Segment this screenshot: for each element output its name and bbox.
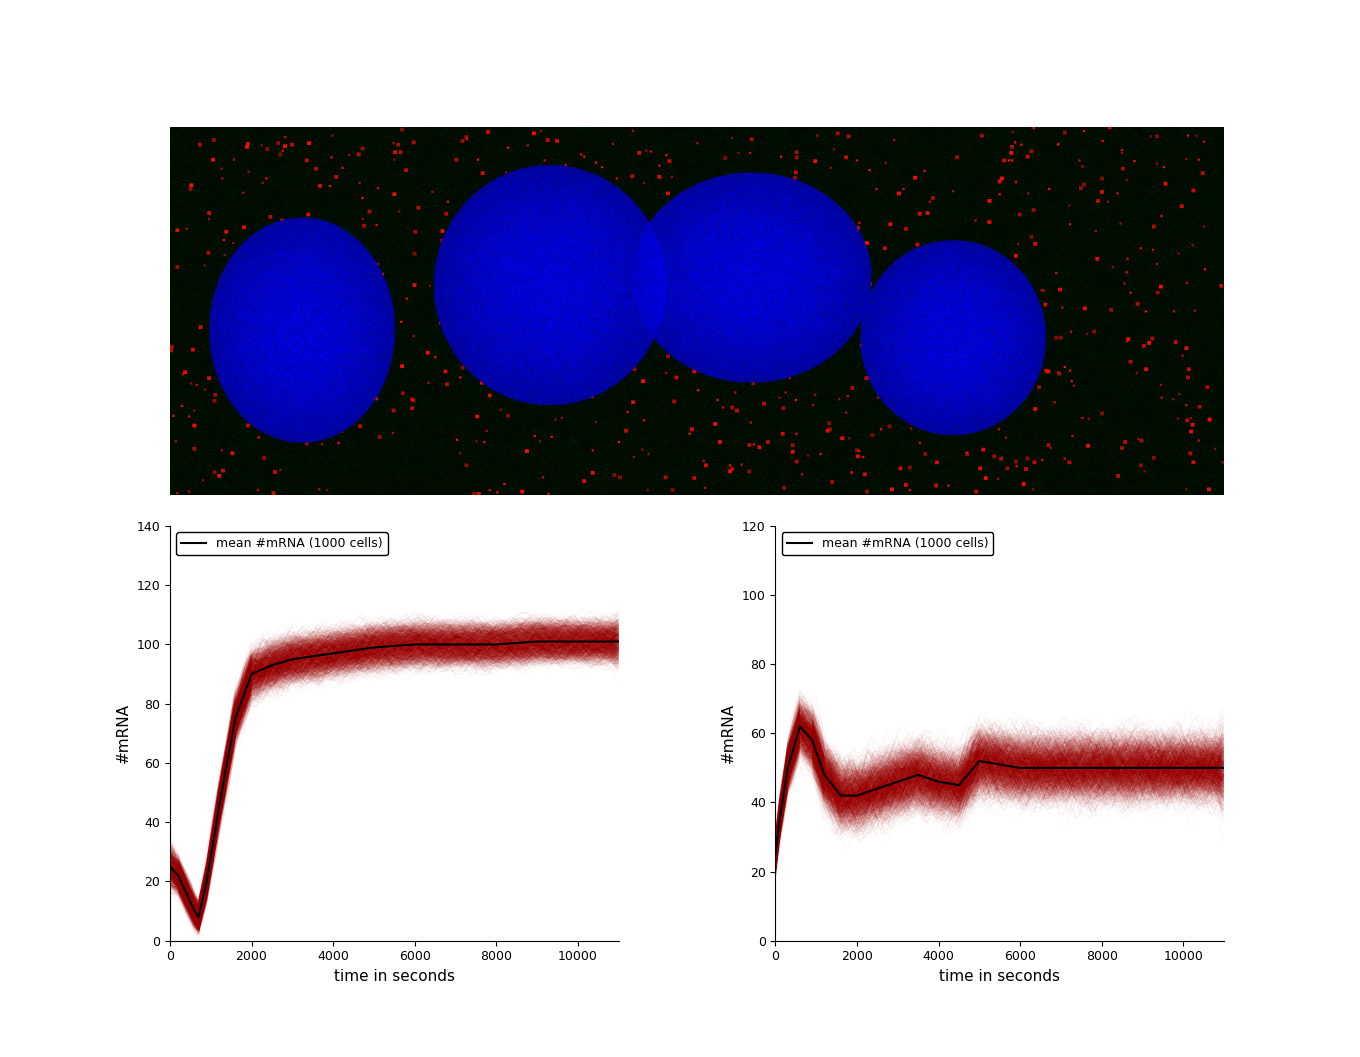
mean #mRNA (1000 cells) [1012, 761, 1028, 774]
mean #mRNA (1000 cells) [804, 734, 820, 746]
mean #mRNA (1000 cells) [910, 768, 926, 781]
mean #mRNA (1000 cells) [1053, 761, 1069, 774]
Line: mean #mRNA (1000 cells): mean #mRNA (1000 cells) [170, 642, 619, 917]
mean #mRNA (1000 cells) [991, 758, 1008, 771]
mean #mRNA (1000 cells) [529, 635, 545, 648]
mean #mRNA (1000 cells) [211, 801, 227, 814]
mean #mRNA (1000 cells) [849, 790, 865, 802]
mean #mRNA (1000 cells) [1175, 761, 1191, 774]
mean #mRNA (1000 cells) [284, 653, 301, 666]
mean #mRNA (1000 cells) [767, 848, 783, 860]
mean #mRNA (1000 cells) [971, 755, 987, 767]
mean #mRNA (1000 cells) [1134, 761, 1151, 774]
mean #mRNA (1000 cells) [162, 860, 178, 873]
mean #mRNA (1000 cells) [779, 761, 796, 774]
mean #mRNA (1000 cells) [488, 638, 505, 651]
mean #mRNA (1000 cells) [792, 720, 808, 733]
mean #mRNA (1000 cells) [178, 887, 194, 900]
mean #mRNA (1000 cells) [366, 642, 382, 654]
mean #mRNA (1000 cells) [1093, 761, 1110, 774]
mean #mRNA (1000 cells) [869, 782, 885, 795]
Y-axis label: #mRNA: #mRNA [116, 703, 131, 763]
mean #mRNA (1000 cells) [611, 635, 627, 648]
X-axis label: time in seconds: time in seconds [333, 969, 454, 984]
Y-axis label: #mRNA: #mRNA [721, 703, 736, 763]
mean #mRNA (1000 cells) [170, 869, 186, 882]
mean #mRNA (1000 cells) [186, 905, 203, 917]
mean #mRNA (1000 cells) [190, 911, 207, 924]
mean #mRNA (1000 cells) [199, 875, 215, 888]
mean #mRNA (1000 cells) [771, 814, 787, 827]
mean #mRNA (1000 cells) [889, 776, 906, 789]
mean #mRNA (1000 cells) [816, 768, 832, 781]
Line: mean #mRNA (1000 cells): mean #mRNA (1000 cells) [775, 726, 1224, 854]
mean #mRNA (1000 cells) [243, 668, 260, 681]
mean #mRNA (1000 cells) [1216, 761, 1232, 774]
mean #mRNA (1000 cells) [407, 638, 423, 651]
mean #mRNA (1000 cells) [930, 776, 947, 789]
X-axis label: time in seconds: time in seconds [940, 969, 1061, 984]
mean #mRNA (1000 cells) [227, 712, 243, 725]
Legend: mean #mRNA (1000 cells): mean #mRNA (1000 cells) [177, 533, 388, 555]
mean #mRNA (1000 cells) [447, 638, 464, 651]
Legend: mean #mRNA (1000 cells): mean #mRNA (1000 cells) [782, 533, 993, 555]
mean #mRNA (1000 cells) [832, 790, 849, 802]
mean #mRNA (1000 cells) [951, 779, 967, 792]
mean #mRNA (1000 cells) [570, 635, 586, 648]
mean #mRNA (1000 cells) [264, 659, 280, 671]
mean #mRNA (1000 cells) [325, 647, 341, 660]
